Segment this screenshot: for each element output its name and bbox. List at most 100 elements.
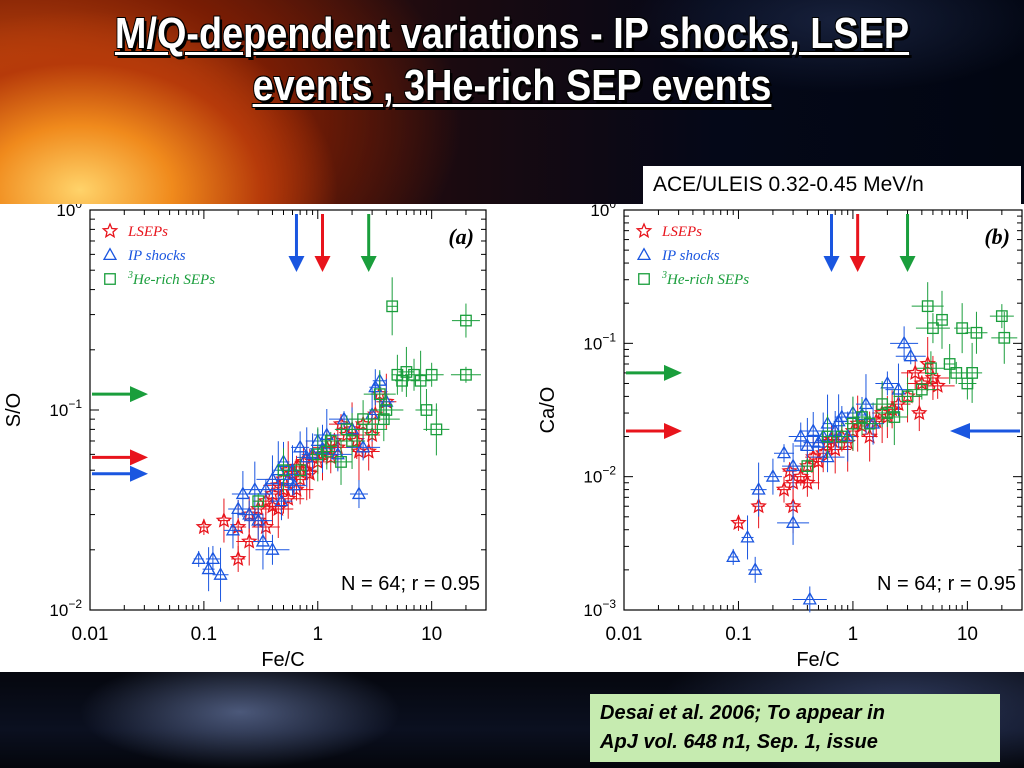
ip-point bbox=[793, 428, 808, 442]
he3-point bbox=[950, 367, 963, 379]
he3-point bbox=[373, 388, 386, 401]
he3-point bbox=[998, 331, 1011, 344]
y-tick-label: 10−2 bbox=[49, 597, 82, 620]
ip-point bbox=[740, 529, 755, 543]
legend-marker-he3 bbox=[638, 273, 650, 285]
ip-point bbox=[751, 481, 766, 495]
ip-point bbox=[880, 375, 895, 389]
citation-line-2: ApJ vol. 648 n1, Sep. 1, issue bbox=[600, 731, 878, 753]
lsep-arrow-head bbox=[314, 256, 331, 272]
ip-point bbox=[897, 335, 912, 349]
he3-arrow-head bbox=[360, 256, 377, 272]
lsep-arrow-head bbox=[664, 423, 682, 440]
ip-point bbox=[255, 533, 271, 547]
data-points bbox=[191, 277, 481, 602]
lsep-point bbox=[322, 448, 340, 465]
ip-point bbox=[800, 438, 815, 452]
he3-point bbox=[366, 423, 379, 436]
he3-point bbox=[943, 358, 956, 370]
legend-label-ip: IP shocks bbox=[127, 248, 186, 264]
lsep-point bbox=[269, 500, 287, 516]
lsep-point bbox=[867, 412, 885, 429]
panel-label: (b) bbox=[984, 224, 1010, 249]
scatter-plots: 0.01 0.1 1 10 100 10−1 10−2 Fe/C S/O LSEPs IP shoc… bbox=[3, 204, 1023, 671]
legend-label-ip: IP shocks bbox=[661, 248, 720, 264]
he3-point bbox=[966, 367, 979, 379]
ip-point bbox=[891, 381, 906, 395]
ip-point bbox=[765, 469, 781, 482]
he3-point bbox=[252, 495, 265, 508]
ip-point bbox=[258, 481, 273, 495]
he3-point bbox=[856, 411, 868, 423]
lsep-point bbox=[799, 474, 816, 490]
he3-point bbox=[430, 423, 443, 436]
he3-point bbox=[396, 374, 408, 387]
solar-header-background bbox=[0, 0, 1024, 205]
x-tick-label: 0.1 bbox=[191, 624, 217, 645]
ip-point bbox=[281, 471, 296, 485]
he3-point bbox=[414, 374, 427, 387]
ip-point bbox=[287, 477, 302, 491]
y-tick-label: 100 bbox=[56, 204, 82, 220]
he3-point bbox=[386, 300, 399, 313]
legend-label-he3: 3He-rich SEPs bbox=[661, 270, 749, 288]
he3-point bbox=[294, 464, 307, 477]
he3-point bbox=[311, 448, 324, 461]
y-tick-label: 10−1 bbox=[49, 397, 82, 420]
chart-panel-b: 0.01 0.1 1 10 100 10−1 10−2 10−3 Fe/C Ca/O LSEPs IP… bbox=[537, 204, 1023, 671]
correlation-annotation: N = 64; r = 0.95 bbox=[341, 573, 480, 595]
ip-point bbox=[726, 549, 741, 563]
lsep-point bbox=[288, 480, 305, 497]
ip-point bbox=[785, 458, 801, 472]
lsep-point bbox=[241, 532, 258, 549]
y-tick-label: 10−1 bbox=[583, 330, 616, 353]
ip-point bbox=[274, 493, 289, 507]
x-tick-label: 1 bbox=[848, 624, 859, 645]
ip-arrow-head bbox=[288, 256, 305, 272]
ip-arrow-head bbox=[950, 423, 970, 440]
ip-point bbox=[293, 439, 308, 453]
ip-point bbox=[191, 551, 206, 565]
ip-point bbox=[831, 413, 846, 427]
x-tick-label: 1 bbox=[312, 624, 323, 645]
plot-frame bbox=[623, 209, 1023, 611]
y-tick-label: 10−3 bbox=[583, 597, 616, 620]
y-axis-label: Ca/O bbox=[537, 387, 559, 434]
lsep-point bbox=[929, 377, 946, 393]
annotation-box bbox=[827, 565, 1019, 599]
he3-point bbox=[425, 368, 438, 381]
lsep-point bbox=[826, 440, 844, 457]
he3-point bbox=[460, 314, 472, 327]
lsep-point bbox=[229, 550, 247, 566]
ip-point bbox=[201, 561, 216, 575]
lsep-point bbox=[326, 432, 343, 448]
ip-point bbox=[235, 486, 250, 500]
he3-point bbox=[901, 390, 914, 403]
lsep-arrow-head bbox=[849, 256, 866, 272]
ip-point bbox=[858, 396, 874, 410]
he3-point bbox=[921, 300, 934, 313]
he3-point bbox=[881, 407, 894, 419]
ip-point bbox=[356, 439, 371, 453]
lsep-point bbox=[279, 489, 297, 506]
legend: LSEPs IP shocks 3He-rich SEPs bbox=[635, 222, 749, 288]
panel-label: (a) bbox=[448, 224, 474, 249]
legend-marker-ip bbox=[102, 247, 118, 261]
lsep-point bbox=[730, 514, 747, 530]
data-points bbox=[726, 282, 1018, 613]
he3-arrow-head bbox=[664, 364, 682, 381]
annotation-box bbox=[291, 565, 483, 599]
he3-point bbox=[380, 404, 393, 416]
he3-point bbox=[863, 417, 876, 430]
ip-point bbox=[231, 501, 246, 515]
legend-marker-ip bbox=[636, 247, 652, 261]
he3-arrow-head bbox=[899, 256, 916, 272]
ip-point bbox=[748, 562, 763, 575]
he3-point bbox=[420, 404, 433, 416]
he3-point bbox=[821, 430, 834, 443]
x-tick-label: 0.01 bbox=[606, 624, 643, 645]
ip-point bbox=[242, 506, 257, 520]
x-tick-label: 10 bbox=[421, 624, 442, 645]
he3-point bbox=[460, 368, 472, 381]
slide-title-line-2: events , 3He-rich SEP events bbox=[252, 61, 772, 110]
